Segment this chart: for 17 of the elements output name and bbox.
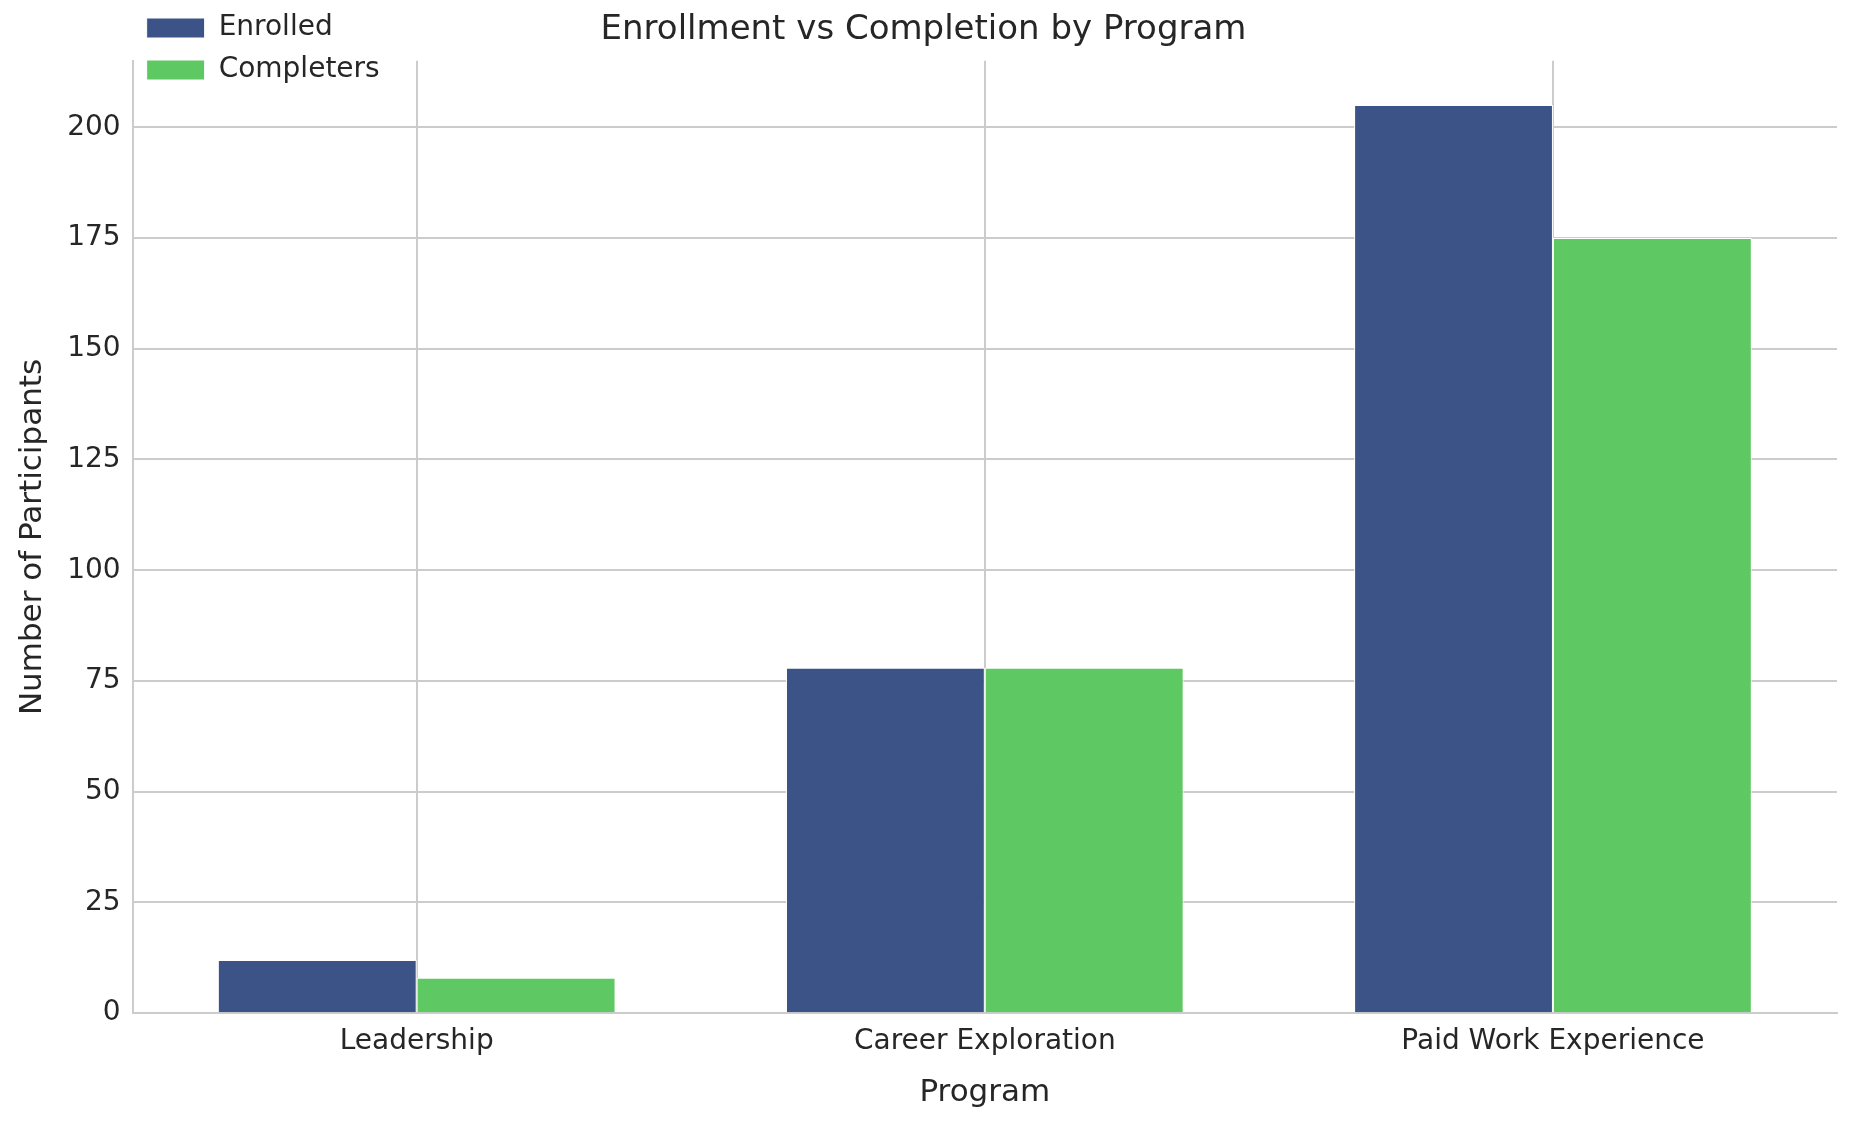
y-tick-label: 200 bbox=[67, 108, 121, 142]
legend-label: Enrolled bbox=[218, 9, 333, 43]
y-tick-label: 100 bbox=[67, 551, 121, 585]
x-tick-label: Leadership bbox=[339, 1023, 494, 1057]
chart-title: Enrollment vs Completion by Program bbox=[600, 7, 1247, 48]
y-tick-label: 125 bbox=[67, 440, 121, 474]
y-tick-label: 0 bbox=[102, 994, 121, 1028]
y-tick-label: 175 bbox=[67, 219, 121, 253]
x-axis-title: Program bbox=[919, 1072, 1051, 1109]
y-tick-label: 50 bbox=[85, 772, 121, 806]
x-tick-label: Paid Work Experience bbox=[1401, 1023, 1705, 1057]
y-tick-label: 150 bbox=[67, 330, 121, 364]
legend-label: Completers bbox=[218, 51, 380, 85]
y-tick-label: 75 bbox=[85, 662, 121, 696]
y-axis-title: Number of Participants bbox=[11, 358, 48, 716]
y-tick-label: 25 bbox=[85, 883, 121, 917]
x-tick-label: Career Exploration bbox=[853, 1023, 1116, 1057]
